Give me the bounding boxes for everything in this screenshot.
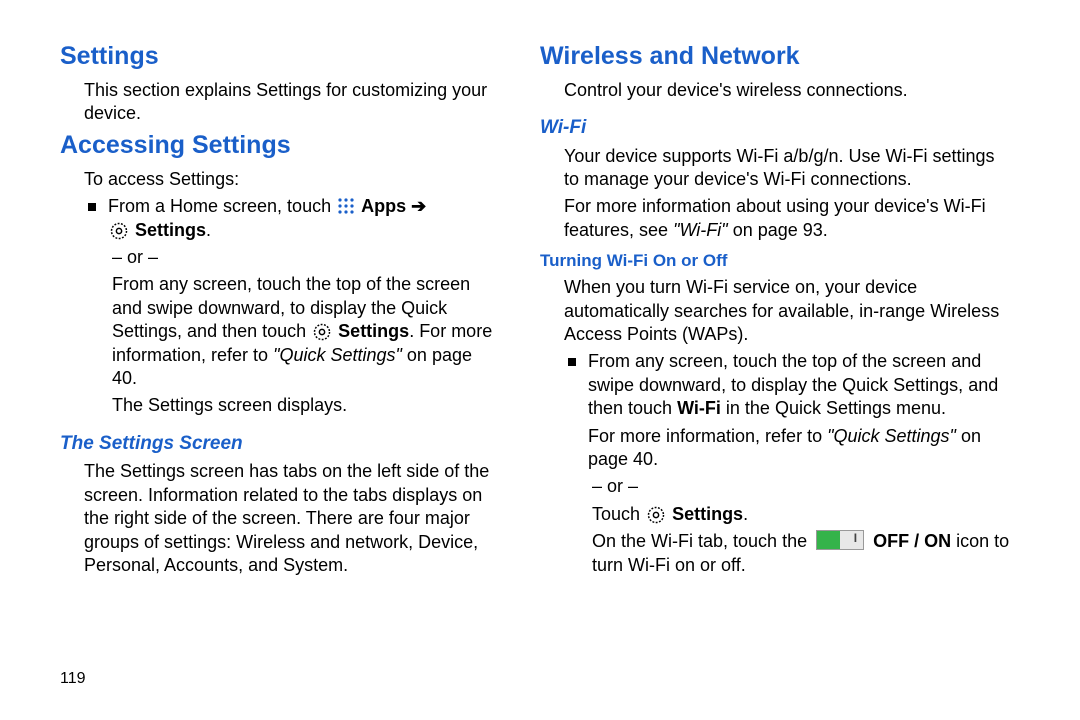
settings-label-2: Settings (338, 321, 409, 341)
square-bullet-icon (568, 358, 576, 366)
touch-settings-label: Settings (672, 504, 743, 524)
touch-prefix: Touch (592, 504, 645, 524)
gear-icon (647, 506, 665, 524)
manual-page: Settings This section explains Settings … (0, 0, 1080, 720)
any-more1: For more information, refer to (588, 426, 827, 446)
quick-settings-ref-2: "Quick Settings" (827, 426, 956, 446)
gear-icon (110, 222, 128, 240)
heading-wifi: Wi-Fi (540, 116, 1010, 141)
apps-icon (338, 198, 354, 214)
heading-turning-wifi: Turning Wi-Fi On or Off (540, 250, 1010, 272)
touch-period: . (743, 504, 748, 524)
gear-icon (313, 323, 331, 341)
bullet-content: From a Home screen, touch Apps ➔ Setting… (108, 195, 426, 242)
settings-label: Settings (135, 220, 206, 240)
right-column: Wireless and Network Control your device… (520, 40, 1010, 720)
wifi-more-b: on page 93. (728, 220, 828, 240)
to-access-text: To access Settings: (60, 168, 500, 191)
quick-settings-ref: "Quick Settings" (273, 345, 402, 365)
period: . (206, 220, 211, 240)
bullet-from-home: From a Home screen, touch Apps ➔ Setting… (60, 195, 500, 242)
heading-settings-screen: The Settings Screen (60, 432, 500, 457)
wifi-support-text: Your device supports Wi-Fi a/b/g/n. Use … (540, 145, 1010, 192)
or-separator: – or – (60, 246, 500, 269)
intro-text: This section explains Settings for custo… (60, 79, 500, 126)
heading-wireless: Wireless and Network (540, 40, 1010, 73)
from-home-prefix: From a Home screen, touch (108, 196, 336, 216)
heading-accessing: Accessing Settings (60, 129, 500, 162)
toggle-icon (816, 530, 864, 550)
bullet-from-any: From any screen, touch the top of the sc… (540, 350, 1010, 471)
or-separator-2: – or – (540, 475, 1010, 498)
any-part2: in the Quick Settings menu. (721, 398, 946, 418)
square-bullet-icon (88, 203, 96, 211)
touch-settings-line: Touch Settings. (540, 503, 1010, 526)
wifi-bold: Wi-Fi (677, 398, 721, 418)
control-text: Control your device's wireless connectio… (540, 79, 1010, 102)
bullet-content: From any screen, touch the top of the sc… (588, 350, 1010, 471)
offon-label: OFF / ON (873, 531, 951, 551)
turning-text: When you turn Wi-Fi service on, your dev… (540, 276, 1010, 346)
heading-settings: Settings (60, 40, 500, 73)
apps-label: Apps (361, 196, 406, 216)
offon-part1: On the Wi-Fi tab, touch the (592, 531, 812, 551)
arrow-icon: ➔ (411, 196, 426, 216)
settings-screen-text: The Settings screen has tabs on the left… (60, 460, 500, 577)
wifi-ref: "Wi-Fi" (673, 220, 728, 240)
page-number: 119 (60, 669, 86, 690)
left-column: Settings This section explains Settings … (30, 40, 520, 720)
wifi-moreinfo: For more information about using your de… (540, 195, 1010, 242)
screen-displays: The Settings screen displays. (60, 394, 500, 417)
from-any-screen: From any screen, touch the top of the sc… (60, 273, 500, 390)
offon-line: On the Wi-Fi tab, touch the OFF / ON ico… (540, 530, 1010, 577)
